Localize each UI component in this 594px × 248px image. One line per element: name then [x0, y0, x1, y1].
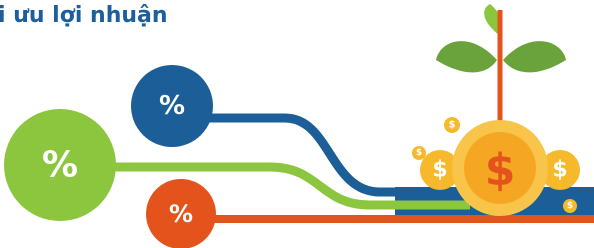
title: i ưu lợi nhuận	[0, 3, 168, 28]
node-label: %	[42, 145, 78, 186]
leaf	[436, 41, 497, 72]
leaf	[503, 41, 566, 72]
coin-symbol: $	[449, 120, 456, 131]
coin-symbol: $	[432, 158, 447, 183]
coin-symbol: $	[552, 158, 567, 183]
coin-symbol: $	[485, 145, 516, 196]
coin-symbol: $	[416, 148, 422, 158]
infographic: i ưu lợi nhuận % % % $ $ $ $ $ $	[0, 0, 594, 248]
coin-symbol: $	[567, 201, 573, 211]
node-label: %	[159, 91, 185, 121]
node-label: %	[169, 200, 193, 228]
